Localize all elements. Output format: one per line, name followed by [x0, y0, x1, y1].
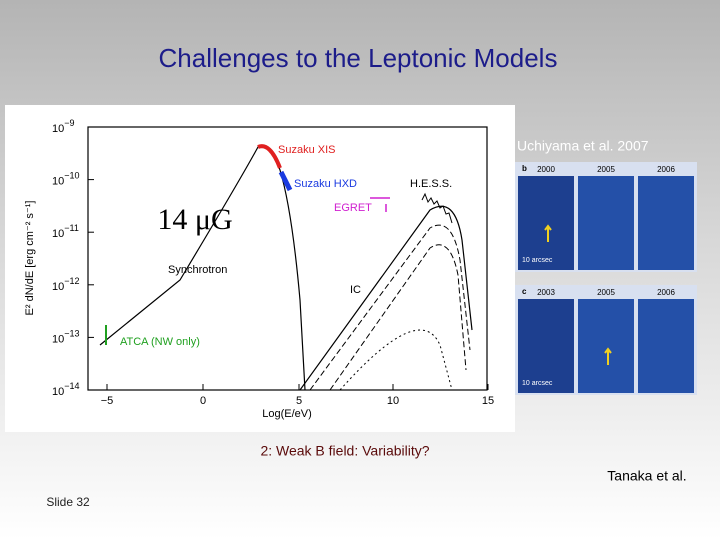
image-tile: [518, 176, 574, 270]
image-tile: [638, 176, 694, 270]
annotation: ATCA (NW only): [120, 336, 200, 348]
x-tick-label: 5: [296, 395, 302, 407]
annotation: IC: [350, 284, 361, 296]
y-tick-label: 10−12: [52, 276, 80, 293]
arrow: [604, 347, 612, 365]
tick-base: 10: [52, 123, 64, 135]
year-label: 2006: [657, 165, 675, 174]
x-axis-label: Log(E/eV): [262, 408, 312, 420]
image-tile: [638, 299, 694, 393]
annotation: Synchrotron: [168, 264, 227, 276]
year-label: 2005: [597, 165, 615, 174]
scale-label: 10 arcsec: [522, 257, 553, 264]
egret-data: [370, 197, 390, 212]
tick-base: 10: [52, 333, 64, 345]
image-tile: [578, 299, 634, 393]
ic-curve-3: [329, 244, 467, 391]
x-tick-label: 10: [387, 395, 399, 407]
tick-exp: −11: [64, 224, 79, 234]
tick-exp: −9: [64, 118, 74, 128]
year-label: 2006: [657, 288, 675, 297]
annotation: H.E.S.S.: [410, 178, 452, 190]
row-label: c: [522, 287, 527, 296]
row-label: b: [522, 164, 527, 173]
tick-base: 10: [52, 386, 64, 398]
x-tick-label: 15: [482, 395, 494, 407]
caption-top: Uchiyama et al. 2007: [517, 138, 649, 154]
ic-curve-1: [299, 205, 473, 391]
y-axis-label: E² dN/dE [erg cm⁻² s⁻¹]: [24, 201, 36, 316]
ic-curve-4: [339, 329, 453, 391]
tick-base: 10: [52, 228, 64, 240]
tick-exp: −12: [64, 276, 79, 286]
ic-curve-2: [309, 224, 471, 391]
year-label: 2000: [537, 165, 555, 174]
xis-data: [257, 144, 282, 169]
year-label: 2005: [597, 288, 615, 297]
year-label: 2003: [537, 288, 555, 297]
plot-frame: [87, 126, 488, 391]
scale-label: 10 arcsec: [522, 380, 553, 387]
y-tick-label: 10−10: [52, 171, 80, 188]
y-tick-label: 10−13: [52, 329, 80, 346]
y-tick-label: 10−9: [52, 118, 75, 135]
image-tile: [518, 299, 574, 393]
y-tick-label: 10−11: [52, 224, 79, 241]
tick-exp: −14: [64, 381, 79, 391]
annotation: Suzaku XIS: [278, 144, 335, 156]
x-tick-label: 0: [200, 395, 206, 407]
caption-bottom: Tanaka et al.: [607, 468, 686, 484]
field-label: 14 μG: [157, 203, 232, 236]
slide-number: Slide 32: [46, 495, 90, 509]
curves: [99, 144, 473, 391]
tick-base: 10: [52, 281, 64, 293]
image-tile: [578, 176, 634, 270]
tick-exp: −13: [64, 329, 79, 339]
arrow: [544, 224, 552, 242]
y-tick-label: 10−14: [52, 381, 80, 398]
image-panel: b 2000 2005 2006 10 arcsec c 2003 2005 2006 10 ar…: [515, 162, 697, 395]
hxd-data: [278, 170, 293, 192]
figure-panel: [5, 105, 515, 432]
tick-base: 10: [52, 176, 64, 188]
tick-exp: −10: [64, 171, 79, 181]
subtitle: 2: Weak B field: Variability?: [260, 443, 429, 459]
hess-data: [421, 192, 453, 224]
x-tick-label: −5: [101, 395, 114, 407]
slide-title: Challenges to the Leptonic Models: [159, 43, 558, 73]
figure-text: −5 0 5 10 1510−910−1010−1110−1210−1310−14Log…: [24, 118, 494, 420]
annotation: EGRET: [334, 202, 372, 214]
annotation: Suzaku HXD: [294, 178, 357, 190]
